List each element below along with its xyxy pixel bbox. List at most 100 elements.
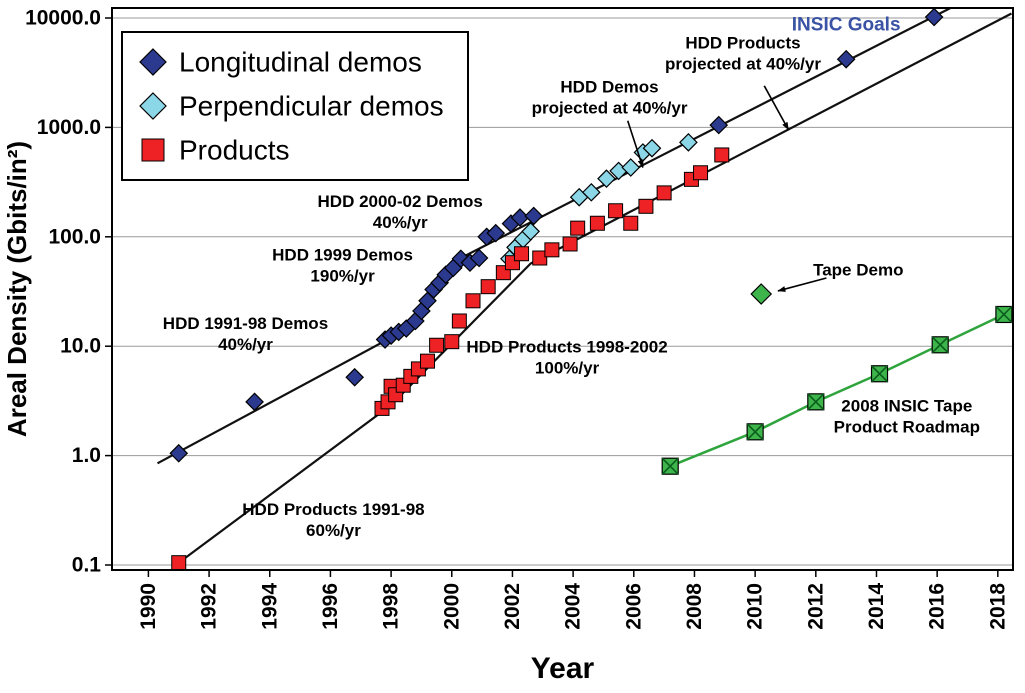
annotation-text-tape-roadmap: 2008 INSIC Tape Product Roadmap	[834, 396, 980, 436]
annotation-text-products-1991-98: HDD Products 1991-98 60%/yr	[242, 500, 424, 540]
data-point-perpendicular-demos	[621, 158, 641, 177]
legend-item-products: Products	[141, 135, 290, 166]
annotation-demos-1991-98: HDD 1991-98 Demos 40%/yr	[163, 314, 328, 354]
data-point-perpendicular-demos	[581, 182, 601, 202]
annotation-demos-2000-02: HDD 2000-02 Demos 40%/yr	[318, 192, 483, 232]
y-tick-label: 10000.0	[25, 7, 101, 30]
legend-marker-longitudinal-demos	[139, 48, 167, 76]
data-point-products	[532, 250, 548, 266]
annotation-demos-projected: HDD Demos projected at 40%/yr	[532, 77, 688, 168]
x-tick-label: 2010	[744, 583, 767, 630]
legend-marker-products	[141, 138, 165, 162]
annotation-text-demos-projected: HDD Demos projected at 40%/yr	[532, 77, 688, 117]
data-point-products	[623, 215, 639, 231]
data-point-longitudinal-demos	[245, 392, 264, 412]
annotation-products-1991-98: HDD Products 1991-98 60%/yr	[242, 500, 424, 540]
y-tick-label: 100.0	[48, 225, 101, 248]
annotation-text-demos-1991-98: HDD 1991-98 Demos 40%/yr	[163, 314, 328, 354]
data-point-longitudinal-demos	[924, 7, 944, 27]
annotation-arrow-products-projected	[763, 85, 790, 131]
legend-label-perpendicular-demos: Perpendicular demos	[179, 91, 444, 122]
series-longitudinal-demos	[169, 7, 944, 463]
data-point-2008-insic-tape-product-roadmap-x-mark	[931, 336, 949, 354]
data-point-products	[480, 279, 496, 295]
x-tick-label: 2014	[865, 583, 888, 630]
y-tick-label: 1.0	[72, 444, 101, 467]
series-products	[171, 147, 730, 571]
x-axis-title: Year	[531, 652, 595, 685]
x-tick-label: 2000	[440, 583, 463, 630]
data-point-perpendicular-demos	[679, 133, 698, 152]
data-point-products	[693, 165, 709, 181]
annotation-text-insic-goals: INSIC Goals	[792, 15, 901, 36]
series-tape-demo	[750, 283, 773, 305]
legend-label-products: Products	[179, 135, 290, 166]
x-tick-label: 1996	[319, 583, 342, 630]
x-tick-label: 2012	[804, 583, 827, 630]
annotation-tape-roadmap: 2008 INSIC Tape Product Roadmap	[834, 396, 980, 436]
legend-item-longitudinal-demos: Longitudinal demos	[139, 47, 422, 78]
annotation-text-demos-2000-02: HDD 2000-02 Demos 40%/yr	[318, 192, 483, 232]
legend-item-perpendicular-demos: Perpendicular demos	[139, 91, 444, 122]
legend-marker-perpendicular-demos	[139, 92, 167, 120]
hdd-products-trend	[175, 12, 1012, 566]
x-tick-label: 1990	[137, 583, 160, 630]
data-point-2008-insic-tape-product-roadmap-x-mark	[807, 393, 825, 411]
annotations: HDD 2000-02 Demos 40%/yr HDD 1999 Demos 190…	[163, 15, 980, 540]
annotation-text-products-1998-2002: HDD Products 1998-2002 100%/yr	[466, 337, 667, 377]
data-point-2008-insic-tape-product-roadmap-x-mark	[746, 423, 764, 441]
data-point-products	[570, 220, 586, 236]
series-2008-insic-tape-product-roadmap	[661, 305, 1013, 475]
y-tick-label: 10.0	[60, 335, 101, 358]
series-line-2008-insic-tape-product-roadmap	[669, 313, 1005, 468]
annotation-text-tape-demo: Tape Demo	[813, 261, 903, 280]
annotation-arrow-tape-demo	[777, 277, 827, 292]
data-point-products	[171, 555, 187, 571]
data-point-products	[465, 293, 481, 309]
data-point-products	[608, 203, 624, 219]
data-point-longitudinal-demos	[345, 367, 365, 387]
data-point-products	[714, 147, 730, 163]
y-tick-label: 0.1	[72, 554, 102, 577]
x-tick-label: 2016	[926, 583, 949, 630]
x-tick-label: 2006	[622, 583, 645, 630]
annotation-products-1998-2002: HDD Products 1998-2002 100%/yr	[466, 337, 667, 377]
data-point-2008-insic-tape-product-roadmap-x-mark	[661, 457, 679, 475]
data-point-products	[451, 313, 467, 329]
plot-border	[111, 7, 1014, 571]
legend: Longitudinal demos Perpendicular demos Pro…	[121, 31, 469, 181]
data-point-products	[589, 215, 605, 231]
data-point-products	[514, 246, 530, 262]
legend-box	[121, 31, 469, 181]
x-tick-label: 1998	[380, 583, 403, 630]
data-point-longitudinal-demos	[169, 443, 189, 463]
data-point-perpendicular-demos	[521, 222, 540, 241]
data-point-products	[444, 334, 460, 350]
axes: 0.1 1.0 10.0 100.0 1000.0 10000.0 1990 1992 1994…	[25, 7, 1009, 630]
annotation-demos-1999: HDD 1999 Demos 190%/yr	[272, 246, 413, 286]
data-point-perpendicular-demos	[642, 138, 662, 158]
x-tick-label: 1994	[258, 583, 281, 630]
annotation-products-projected: HDD Products projected at 40%/yr	[665, 33, 821, 131]
data-point-products	[638, 198, 654, 214]
data-point-longitudinal-demos	[524, 206, 544, 226]
annotation-arrow-demos-projected	[626, 120, 644, 168]
data-point-longitudinal-demos	[486, 223, 506, 243]
data-point-perpendicular-demos	[597, 169, 616, 189]
x-tick-label: 2018	[986, 583, 1009, 630]
data-point-2008-insic-tape-product-roadmap-x-mark	[995, 305, 1013, 324]
data-point-longitudinal-demos	[709, 115, 729, 135]
x-tick-label: 2008	[683, 583, 706, 630]
data-point-products	[656, 185, 672, 201]
y-axis-title: Areal Density (Gbits/in²)	[2, 141, 32, 437]
annotation-text-demos-1999: HDD 1999 Demos 190%/yr	[272, 246, 413, 286]
annotation-text-products-projected: HDD Products projected at 40%/yr	[665, 33, 821, 73]
data-point-products	[562, 236, 578, 252]
data-point-2008-insic-tape-product-roadmap-x-mark	[870, 365, 889, 383]
x-tick-label: 2002	[501, 583, 524, 630]
data-point-products	[544, 242, 560, 258]
data-point-longitudinal-demos	[836, 49, 856, 69]
y-tick-label: 1000.0	[37, 116, 101, 139]
